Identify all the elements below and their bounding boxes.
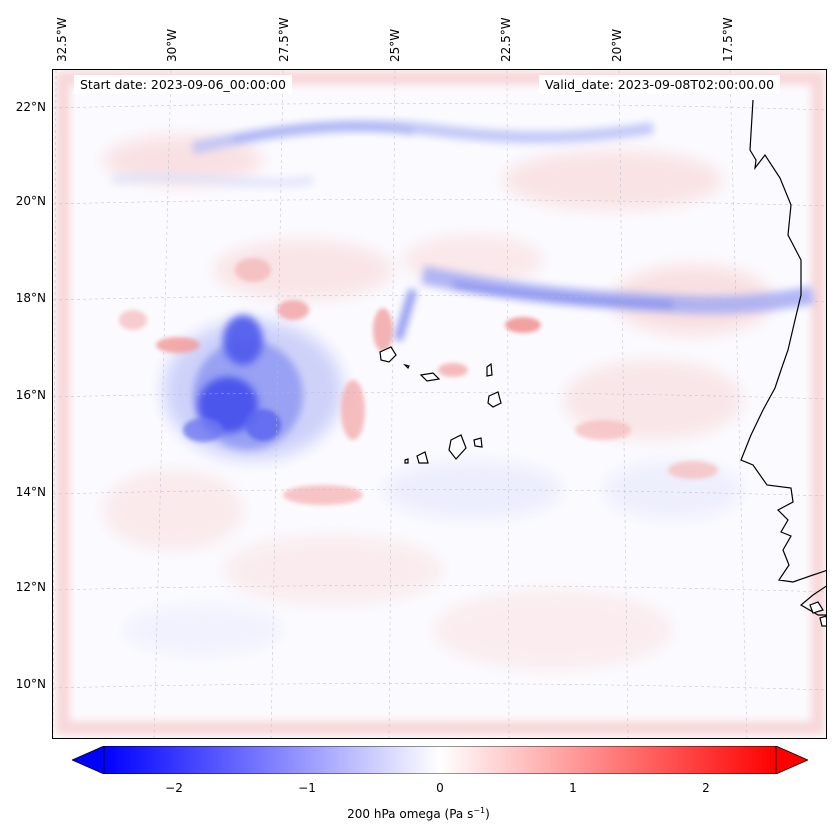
island [379,346,397,363]
colorbar-body [103,746,777,774]
lat-label: 14°N [15,485,46,499]
colorbar [72,746,808,774]
colorbar-extend-low [72,746,105,774]
lat-label: 12°N [15,580,46,594]
colorbar-label: 200 hPa omega (Pa s−1) [347,806,490,821]
island [819,615,826,627]
omega-field-map [53,70,826,738]
colorbar-extend-high [775,746,808,774]
lon-label: 25°W [388,28,402,62]
lon-label: 17.5°W [721,17,735,62]
lat-label: 18°N [15,291,46,305]
lon-label: 27.5°W [277,17,291,62]
lon-label: 20°W [610,28,624,62]
island [809,601,824,614]
island [448,434,467,460]
island [486,362,493,377]
island [403,363,410,370]
graticule [53,70,826,738]
island [404,458,409,464]
coastlines [379,99,826,627]
island [419,372,441,382]
start-date: Start date: 2023-09-06_00:00:00 [74,75,292,94]
colorbar-tick-label: 2 [702,781,710,795]
lat-label: 20°N [15,194,46,208]
boundary-relaxation-frame [56,71,825,735]
island [416,451,429,464]
lat-label: 22°N [15,100,46,114]
colorbar-tick-label: −2 [165,781,183,795]
island [473,437,483,448]
blue-band-18N [394,266,815,342]
lon-label: 32.5°W [55,17,69,62]
bissagos-coast [799,585,826,616]
blue-core-west [163,315,343,460]
island [487,391,502,408]
red-patches [119,258,718,505]
lon-label: 30°W [165,28,179,62]
map-panel[interactable] [52,69,827,739]
colorbar-tick-label: 0 [436,781,444,795]
lat-label: 10°N [15,677,46,691]
valid-date: Valid_date: 2023-09-08T02:00:00.00 [539,75,781,94]
colorbar-tick-label: 1 [569,781,577,795]
blue-band-north [112,120,654,188]
africa-coastline [740,99,826,583]
lon-label: 22.5°W [499,17,513,62]
lat-label: 16°N [15,388,46,402]
colorbar-tick-label: −1 [298,781,316,795]
